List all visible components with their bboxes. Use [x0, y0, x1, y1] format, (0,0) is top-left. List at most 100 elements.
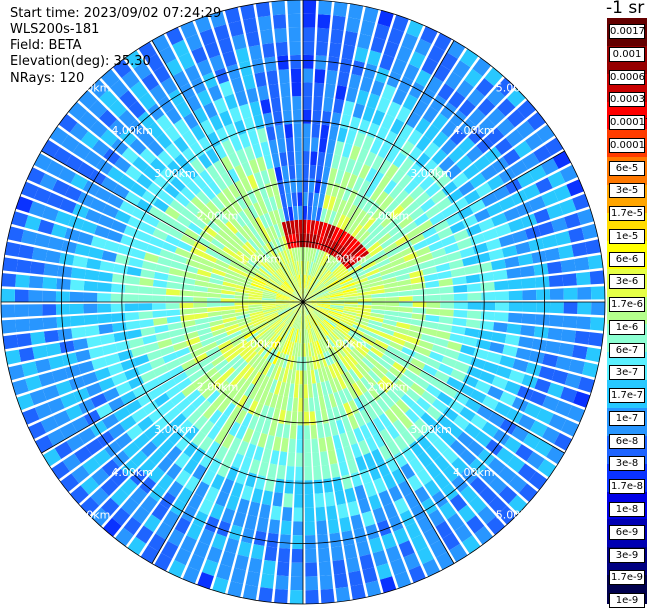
heatmap-cell [348, 73, 362, 90]
heatmap-cell [333, 346, 344, 360]
heatmap-cell [508, 302, 523, 312]
heatmap-cell [323, 352, 331, 366]
heatmap-cell [386, 345, 401, 357]
heatmap-cell [73, 387, 90, 403]
heatmap-cell [247, 369, 259, 383]
heatmap-cell [533, 263, 549, 276]
heatmap-cell [327, 195, 336, 211]
heatmap-cell [308, 314, 316, 327]
heatmap-cell [426, 302, 441, 308]
heatmap-cell [266, 281, 280, 290]
heatmap-cell [305, 576, 319, 591]
heatmap-cell [110, 303, 125, 313]
heatmap-cell [290, 369, 296, 384]
heatmap-cell [418, 340, 434, 351]
heatmap-cell [263, 287, 278, 294]
heatmap-cell [196, 211, 211, 225]
heatmap-cell [74, 446, 92, 464]
heatmap-cell [243, 207, 255, 222]
heatmap-cell [258, 359, 269, 374]
heatmap-cell [330, 29, 344, 44]
heatmap-cell [209, 319, 224, 327]
heatmap-cell [277, 222, 285, 237]
heatmap-cell [432, 437, 449, 454]
heatmap-cell [291, 293, 303, 302]
heatmap-cell [458, 504, 476, 523]
heatmap-cell [370, 224, 384, 238]
colorbar-tick-label: 3e-5 [609, 183, 645, 199]
heatmap-cell [83, 314, 99, 325]
heatmap-cell [271, 335, 281, 349]
heatmap-cell [89, 169, 107, 186]
heatmap-cell [280, 309, 292, 319]
heatmap-cell [320, 208, 328, 223]
heatmap-cell [228, 238, 242, 251]
heatmap-cell [45, 250, 61, 264]
heatmap-cell [43, 330, 59, 343]
heatmap-cell [428, 351, 444, 363]
heatmap-cell [326, 69, 338, 85]
heatmap-cell [370, 186, 383, 202]
heatmap-cell [409, 440, 424, 457]
heatmap-cell [521, 313, 536, 325]
heatmap-cell [281, 396, 288, 411]
heatmap-cell [217, 254, 232, 265]
heatmap-cell [28, 290, 43, 302]
heatmap-cell [51, 223, 68, 238]
heatmap-cell [353, 397, 365, 412]
heatmap-cell [350, 471, 363, 488]
heatmap-cell [311, 262, 318, 277]
heatmap-cell [15, 196, 34, 213]
heatmap-cell [311, 280, 322, 292]
heatmap-cell [288, 27, 301, 42]
heatmap-cell [202, 404, 217, 420]
heatmap-cell [195, 322, 211, 331]
heatmap-cell [477, 98, 496, 116]
heatmap-cell [558, 244, 574, 259]
heatmap-cell [294, 494, 303, 508]
heatmap-cell [394, 189, 409, 205]
heatmap-cell [352, 191, 364, 207]
heatmap-cell [271, 274, 283, 285]
heatmap-cell [59, 198, 77, 214]
heatmap-cell [215, 490, 230, 507]
heatmap-cell [192, 174, 207, 190]
heatmap-cell [259, 390, 269, 405]
heatmap-cell [524, 225, 542, 240]
heatmap-cell [230, 567, 246, 584]
heatmap-cell [315, 506, 326, 522]
ring-label: 5.00km [496, 509, 538, 522]
heatmap-cell [200, 420, 215, 436]
heatmap-cell [143, 252, 159, 263]
ring-label: 1.00km [240, 338, 282, 351]
heatmap-cell [544, 137, 564, 156]
heatmap-cell [283, 311, 294, 323]
heatmap-cell [85, 208, 102, 224]
heatmap-cell [342, 338, 354, 351]
heatmap-cell [265, 283, 279, 291]
heatmap-cell [166, 281, 181, 290]
heatmap-cell [454, 524, 473, 543]
heatmap-cell [292, 233, 297, 248]
heatmap-cell [170, 176, 186, 192]
heatmap-cell [292, 397, 298, 412]
heatmap-cell [140, 222, 156, 235]
heatmap-cell [329, 293, 344, 298]
heatmap-cell [303, 302, 315, 311]
heatmap-cell [372, 507, 387, 524]
heatmap-cell [311, 248, 317, 263]
heatmap-cell [165, 296, 180, 302]
heatmap-cell [377, 379, 391, 394]
heatmap-cell [342, 312, 356, 319]
heatmap-cell [220, 294, 235, 299]
ring-label: 3.00km [410, 423, 452, 436]
azimuth-spoke [41, 150, 304, 303]
heatmap-cell [476, 405, 494, 420]
heatmap-cell [234, 295, 249, 300]
heatmap-cell [307, 342, 312, 357]
heatmap-cell [305, 261, 310, 275]
heatmap-cell [209, 409, 223, 425]
heatmap-cell [336, 419, 346, 435]
heatmap-cell [208, 84, 223, 102]
heatmap-cell [351, 60, 365, 77]
